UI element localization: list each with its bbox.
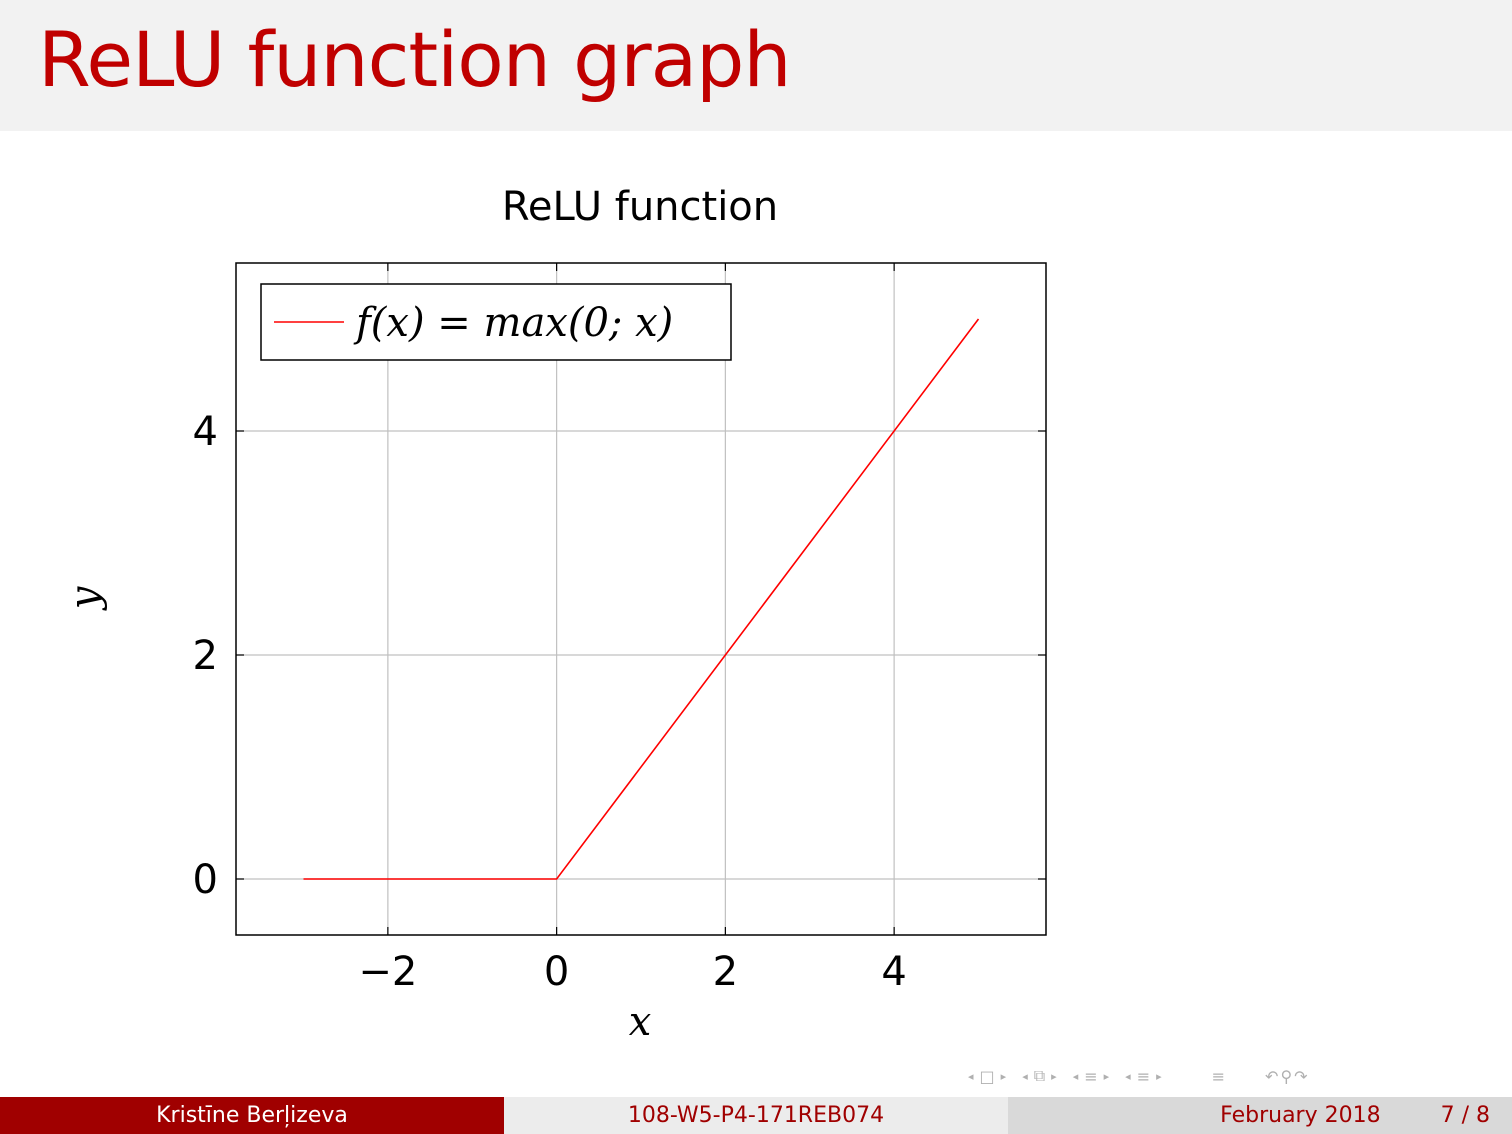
- x-tick-label: −2: [358, 949, 417, 995]
- nav-left-arrow-icon[interactable]: ◂: [1125, 1069, 1131, 1083]
- forward-nav-icon[interactable]: ↷: [1294, 1066, 1308, 1086]
- back-nav-icon[interactable]: ↶: [1265, 1066, 1279, 1086]
- ticks: −2 0 2 4 0 2 4: [193, 263, 1046, 995]
- x-tick-label: 0: [544, 949, 569, 995]
- section-nav-icon[interactable]: ≡: [1084, 1066, 1098, 1086]
- nav-right-arrow-icon[interactable]: ▸: [1103, 1069, 1110, 1083]
- frame-nav-icon[interactable]: □: [979, 1066, 995, 1086]
- footer-date: February 2018: [1220, 1103, 1381, 1128]
- grid: [236, 263, 1046, 935]
- frametitle-bar: ReLU function graph: [0, 0, 1512, 131]
- subsection-nav-icon[interactable]: ⧉: [1033, 1066, 1046, 1085]
- subsection-nav[interactable]: ◂ ⧉ ▸: [1022, 1066, 1057, 1086]
- footer-author: Kristīne Berļizeva: [0, 1097, 504, 1134]
- footer-page-number: 7 / 8: [1440, 1103, 1490, 1128]
- footer-date-block: February 2018 7 / 8: [1008, 1097, 1512, 1134]
- x-axis-label: x: [629, 999, 652, 1045]
- nav-left-arrow-icon[interactable]: ◂: [968, 1069, 974, 1083]
- page-title: ReLU function graph: [38, 15, 792, 104]
- series-group: [303, 318, 980, 880]
- section-nav[interactable]: ◂ ≡ ▸: [1073, 1067, 1109, 1086]
- beamer-navigation: ◂ □ ▸ ◂ ⧉ ▸ ◂ ≡ ▸ ◂ ≡ ▸ ≡ ↶ ⚲ ↷: [968, 1062, 1498, 1090]
- nav-left-arrow-icon[interactable]: ◂: [1022, 1069, 1028, 1083]
- frame-nav[interactable]: ◂ □ ▸: [968, 1067, 1006, 1086]
- nav-left-arrow-icon[interactable]: ◂: [1072, 1069, 1079, 1083]
- appendix-nav[interactable]: ◂ ≡ ▸: [1125, 1067, 1161, 1086]
- nav-right-arrow-icon[interactable]: ▸: [1000, 1069, 1007, 1083]
- toc-nav[interactable]: ≡: [1212, 1067, 1225, 1086]
- plot-frame: [235, 262, 1047, 936]
- y-axis-label: y: [62, 585, 108, 611]
- footer: Kristīne Berļizeva 108-W5-P4-171REB074 F…: [0, 1097, 1512, 1134]
- search-nav-icon[interactable]: ⚲: [1280, 1066, 1293, 1086]
- nav-right-arrow-icon[interactable]: ▸: [1051, 1069, 1057, 1083]
- series-line: [303, 318, 980, 880]
- footer-title: 108-W5-P4-171REB074: [504, 1097, 1008, 1134]
- y-tick-label: 0: [193, 857, 218, 903]
- nav-right-arrow-icon[interactable]: ▸: [1156, 1069, 1162, 1083]
- y-tick-label: 4: [193, 409, 218, 455]
- legend-label: f(x) = max(0; x): [353, 300, 673, 346]
- legend: f(x) = max(0; x): [260, 283, 732, 361]
- search-nav[interactable]: ↶ ⚲ ↷: [1265, 1067, 1308, 1086]
- y-tick-label: 2: [193, 633, 218, 679]
- chart-title: ReLU function: [502, 184, 778, 230]
- appendix-nav-icon[interactable]: ≡: [1136, 1066, 1151, 1086]
- x-tick-label: 2: [713, 949, 738, 995]
- x-tick-label: 4: [881, 949, 906, 995]
- toc-nav-icon[interactable]: ≡: [1211, 1066, 1226, 1086]
